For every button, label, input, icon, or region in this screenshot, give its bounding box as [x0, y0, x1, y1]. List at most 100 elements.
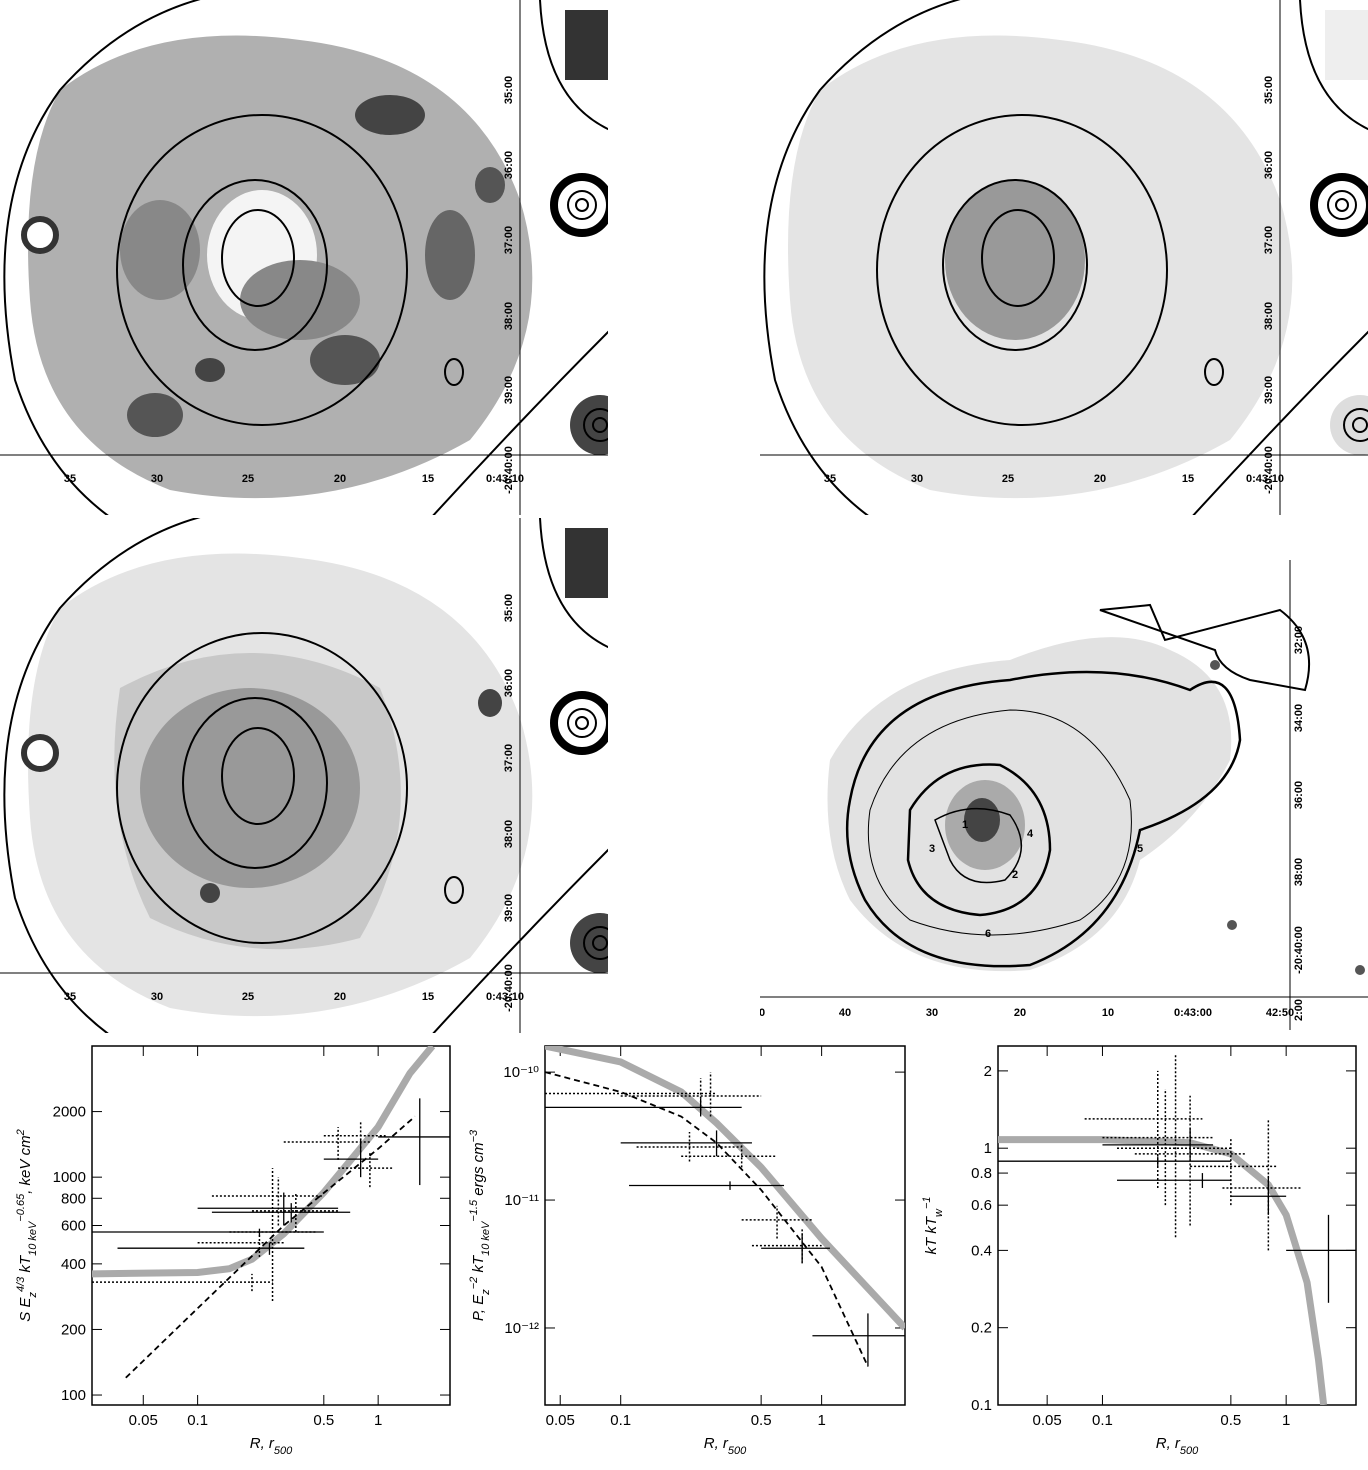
- y-axis-label-part: −0.65: [15, 1193, 27, 1222]
- map-source: [1310, 173, 1368, 237]
- y-tick-label: 10⁻¹¹: [504, 1192, 539, 1209]
- y-axis-label-part: kT kT: [923, 1215, 940, 1254]
- y-tick-label: 100: [61, 1387, 86, 1404]
- x-axis-label: R, r500: [250, 1435, 293, 1457]
- map-x-tick-label: 0:43:10: [486, 991, 524, 1003]
- y-axis-label-part: , keV cm: [17, 1135, 34, 1193]
- region-label: 6: [985, 928, 991, 940]
- plot-area: [545, 1046, 905, 1367]
- map-y-tick-label: 36:00: [503, 669, 515, 697]
- map-x-tick-label: 25: [242, 991, 254, 1003]
- map-contour: [444, 876, 464, 904]
- model-curve: [92, 1046, 436, 1278]
- map-x-tick-label: 30: [911, 473, 923, 485]
- model-curve: [998, 1136, 1328, 1405]
- map-blob: [240, 260, 360, 340]
- map-y-tick-label: 37:00: [503, 744, 515, 772]
- y-axis-label-part: kT: [470, 1254, 487, 1277]
- x-tick-label: 1: [1282, 1412, 1290, 1429]
- y-axis-label-part: 4/3: [15, 1276, 27, 1292]
- y-axis-label-part: w: [933, 1208, 945, 1217]
- map-source: [565, 10, 608, 80]
- map-contour: [1204, 358, 1224, 386]
- y-axis-label-part: kT: [17, 1254, 34, 1277]
- y-axis-label-part: z: [480, 1289, 492, 1296]
- map-x-tick-label: 15: [1182, 473, 1194, 485]
- map-panel: 0 40 30 20 10 0:43:00 42:5032:0034:0036:0038:0…: [759, 560, 1368, 1030]
- x-tick-label: 0.5: [1220, 1412, 1241, 1429]
- map-contour: [182, 697, 328, 869]
- map-y-tick-label: 37:00: [503, 226, 515, 254]
- map-x-tick-label: 42:50: [1266, 1007, 1294, 1019]
- map-x-tick-label: 20: [334, 473, 346, 485]
- map-y-tick-label: 34:00: [1293, 704, 1305, 732]
- plot-frame: [997, 1045, 1357, 1406]
- map-contour: [906, 763, 1052, 917]
- x-tick-label: 1: [374, 1412, 382, 1429]
- map-y-tick-label: 38:00: [1263, 302, 1275, 330]
- map-x-tick-label: 15: [422, 473, 434, 485]
- map-blob: [310, 335, 380, 385]
- map-contour: [182, 179, 328, 351]
- map-source: [567, 190, 597, 220]
- map-source: [570, 395, 608, 455]
- x-tick-label: 0.05: [129, 1412, 158, 1429]
- map-y-tick-label: 35:00: [1263, 76, 1275, 104]
- map-x-tick-label: 0:43:00: [1174, 1007, 1212, 1019]
- map-x-tick-label: 30: [926, 1007, 938, 1019]
- map-x-tick-label: 0:43:10: [1246, 473, 1284, 485]
- y-axis-label-part: −1: [921, 1197, 933, 1210]
- map-contour: [583, 926, 608, 960]
- region-label: 2: [1012, 869, 1018, 881]
- map-x-tick-label: 25: [242, 473, 254, 485]
- y-axis-label-part: −2: [468, 1277, 480, 1290]
- map-x-tick-label: 20: [334, 991, 346, 1003]
- region-label: 3: [929, 843, 935, 855]
- y-axis-label-part: 10 keV: [480, 1220, 492, 1256]
- y-tick-label: 2: [984, 1063, 992, 1080]
- map-y-tick-label: 36:00: [1263, 151, 1275, 179]
- x-axis-label: R, r500: [1156, 1435, 1199, 1457]
- y-axis-label-part: 2: [15, 1129, 27, 1136]
- map-contour: [942, 179, 1088, 351]
- map-boundary: [3, 518, 201, 1033]
- y-axis-label-part: 10 keV: [27, 1220, 39, 1256]
- map-x-tick-label: 35: [824, 473, 836, 485]
- map-core: [964, 798, 1000, 842]
- y-tick-label: 800: [61, 1190, 86, 1207]
- x-axis-label-part: 500: [1180, 1445, 1199, 1457]
- map-y-tick-label: 36:00: [1293, 781, 1305, 809]
- map-source: [1227, 920, 1237, 930]
- model-curve: [545, 1071, 869, 1367]
- y-tick-label: 400: [61, 1256, 86, 1273]
- map-contour: [116, 114, 408, 426]
- map-x-tick-label: 30: [151, 473, 163, 485]
- y-tick-label: 0.4: [971, 1242, 992, 1259]
- y-tick-label: 1000: [53, 1169, 86, 1186]
- map-y-tick-label: -20:40:00: [1263, 446, 1275, 494]
- map-boundary: [3, 0, 201, 515]
- x-axis-label-part: 500: [728, 1445, 747, 1457]
- map-x-tick-label: 20: [1014, 1007, 1026, 1019]
- map-x-tick-label: 25: [1002, 473, 1014, 485]
- map-panel: 35 30 25 20 15 0:43:10 35:00 36:00 37:00 38:00 39:…: [760, 0, 1368, 515]
- y-tick-label: 10⁻¹⁰: [503, 1064, 539, 1081]
- map-source: [21, 734, 59, 772]
- map-x-tick-label: 30: [151, 991, 163, 1003]
- map-blob: [475, 167, 505, 203]
- map-contour: [981, 209, 1055, 307]
- map-contour: [221, 209, 295, 307]
- y-axis-label-part: z: [27, 1292, 39, 1299]
- map-y-tick-label: 2:00: [1293, 999, 1305, 1021]
- map-x-tick-label: 20: [1094, 473, 1106, 485]
- map-x-tick-label: 0: [759, 1007, 765, 1019]
- map-y-tick-label: 37:00: [1263, 226, 1275, 254]
- map-contour: [845, 670, 1242, 968]
- y-axis-label-part: −1.5: [468, 1199, 480, 1222]
- map-x-tick-label: 35: [64, 991, 76, 1003]
- map-blob: [425, 210, 475, 300]
- map-y-tick-label: 39:00: [503, 376, 515, 404]
- map-source: [1327, 190, 1357, 220]
- y-tick-label: 0.1: [971, 1397, 992, 1414]
- map-y-tick-label: -20:40:00: [1293, 926, 1305, 974]
